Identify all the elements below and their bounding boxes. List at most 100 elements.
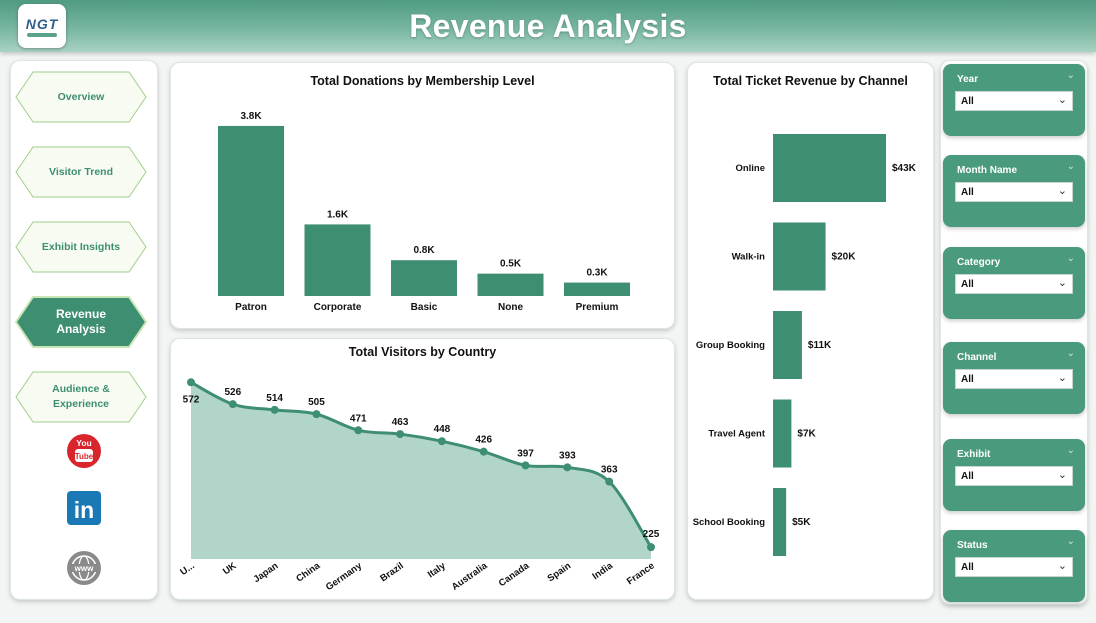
chevron-down-icon[interactable]: ⌄ <box>1066 70 1075 81</box>
area-category-label: France <box>625 560 657 587</box>
slicer-category-value: All <box>961 279 974 290</box>
hbar-school-booking <box>773 488 787 556</box>
nav-exhibit-insights-button[interactable]: Exhibit Insights <box>15 221 147 273</box>
linkedin-icon[interactable]: in <box>66 490 102 526</box>
slicer-month-name-dropdown[interactable]: All ⌄ <box>955 182 1073 202</box>
chevron-down-icon: ⌄ <box>1057 469 1067 481</box>
slicer-year-dropdown[interactable]: All ⌄ <box>955 91 1073 111</box>
area-point <box>563 463 572 472</box>
nav-button-shape-active <box>15 296 147 348</box>
hbar-data-label: $7K <box>797 429 816 440</box>
visitors-chart-panel: Total Visitors by Country 572 U... 526 UK 51… <box>170 338 675 600</box>
area-point <box>270 405 279 414</box>
slicer-category-dropdown[interactable]: All ⌄ <box>955 274 1073 294</box>
area-data-label: 514 <box>266 393 283 404</box>
ticket-chart-title: Total Ticket Revenue by Channel <box>713 74 908 88</box>
area-category-label: Brazil <box>378 560 406 584</box>
area-point <box>437 437 446 446</box>
hbar-category-label: Group Booking <box>696 340 765 351</box>
hbar-group-booking <box>773 311 802 379</box>
chevron-down-icon[interactable]: ⌄ <box>1066 445 1075 456</box>
company-logo[interactable]: NGT <box>18 4 66 48</box>
slicer-category: Category ⌄ All ⌄ <box>943 247 1085 319</box>
chevron-down-icon[interactable]: ⌄ <box>1066 253 1075 264</box>
nav-overview-label: Overview <box>57 90 105 103</box>
nav-overview-button[interactable]: Overview <box>15 71 147 123</box>
hbar-category-label: School Booking <box>693 517 766 528</box>
nav-button-shape <box>15 146 147 198</box>
nav-visitor-trend-label: Visitor Trend <box>49 165 113 178</box>
hbar-category-label: Travel Agent <box>708 429 766 440</box>
donations-chart-panel: Total Donations by Membership Level 3.8K… <box>170 62 675 329</box>
slicer-channel-value: All <box>961 374 974 385</box>
slicer-year-label: Year <box>957 74 979 85</box>
bar-data-label: 0.3K <box>586 268 608 279</box>
hbar-online <box>773 134 886 202</box>
youtube-tube-text: Tube <box>75 452 94 461</box>
slicer-exhibit-value: All <box>961 471 974 482</box>
area-point <box>521 461 530 470</box>
linkedin-in-text: in <box>74 497 94 523</box>
area-category-label: Canada <box>497 560 532 589</box>
chevron-down-icon: ⌄ <box>1057 277 1067 289</box>
area-data-label: 505 <box>308 397 325 408</box>
bar-category-label: Corporate <box>314 302 362 313</box>
chevron-down-icon[interactable]: ⌄ <box>1066 348 1075 359</box>
hbar-data-label: $11K <box>808 340 832 351</box>
chevron-down-icon: ⌄ <box>1057 372 1067 384</box>
ticket-hbar-chart: $43K Online $20K Walk-in $11K Group Booking $7… <box>693 134 917 556</box>
bar-basic <box>391 260 457 296</box>
nav-audience-experience-label: Audience & Experience <box>52 383 110 410</box>
nav-revenue-analysis-button[interactable]: Revenue Analysis <box>15 296 147 348</box>
area-category-label: UK <box>221 560 239 577</box>
globe-icon-graphic: www <box>67 551 101 585</box>
bar-data-label: 1.6K <box>327 209 349 220</box>
bar-premium <box>564 282 630 296</box>
slicer-status-value: All <box>961 562 974 573</box>
bar-data-label: 0.8K <box>413 245 435 256</box>
hbar-data-label: $20K <box>832 252 857 263</box>
chevron-down-icon[interactable]: ⌄ <box>1066 536 1075 547</box>
slicer-category-label: Category <box>957 257 1001 268</box>
slicer-month-name: Month Name ⌄ All ⌄ <box>943 155 1085 227</box>
slicer-exhibit: Exhibit ⌄ All ⌄ <box>943 439 1085 511</box>
slicer-status-label: Status <box>957 540 988 551</box>
header-bar: NGT Revenue Analysis <box>0 0 1096 52</box>
slicer-month-name-value: All <box>961 187 974 198</box>
chevron-down-icon: ⌄ <box>1057 94 1067 106</box>
area-point <box>647 543 655 552</box>
area-category-label: Spain <box>546 560 574 584</box>
bar-corporate <box>304 224 371 296</box>
area-data-label: 572 <box>183 394 200 405</box>
slicer-channel-dropdown[interactable]: All ⌄ <box>955 369 1073 389</box>
area-category-label: Italy <box>426 560 448 580</box>
nav-exhibit-insights-label: Exhibit Insights <box>41 240 121 253</box>
nav-button-shape <box>15 71 147 123</box>
hbar-data-label: $5K <box>792 517 811 528</box>
area-data-label: 471 <box>350 413 367 424</box>
nav-audience-experience-button[interactable]: Audience & Experience <box>15 371 147 423</box>
logo-swoosh <box>27 32 57 37</box>
hbar-walk-in <box>773 222 826 291</box>
logo-text: NGT <box>25 15 59 32</box>
area-point <box>187 378 195 387</box>
youtube-you-text: You <box>76 438 91 448</box>
slicer-exhibit-dropdown[interactable]: All ⌄ <box>955 466 1073 486</box>
slicer-month-name-label: Month Name <box>957 165 1017 176</box>
chevron-down-icon[interactable]: ⌄ <box>1066 161 1075 172</box>
slicer-status-dropdown[interactable]: All ⌄ <box>955 557 1073 577</box>
hbar-category-label: Walk-in <box>732 252 766 263</box>
nav-revenue-analysis-label: Revenue Analysis <box>55 307 107 336</box>
hbar-category-label: Online <box>735 163 765 174</box>
youtube-icon[interactable]: You Tube <box>66 433 102 469</box>
bar-category-label: Basic <box>411 302 438 313</box>
chevron-down-icon: ⌄ <box>1057 185 1067 197</box>
web-icon[interactable]: www <box>66 550 102 586</box>
donations-bar-chart: 3.8K Patron 1.6K Corporate 0.8K Basic 0.5K None… <box>218 111 630 313</box>
area-point <box>396 430 405 439</box>
nav-button-shape <box>15 221 147 273</box>
slicer-panel <box>940 60 1088 605</box>
area-category-label: China <box>294 560 323 585</box>
nav-visitor-trend-button[interactable]: Visitor Trend <box>15 146 147 198</box>
slicer-status: Status ⌄ All ⌄ <box>943 530 1085 602</box>
